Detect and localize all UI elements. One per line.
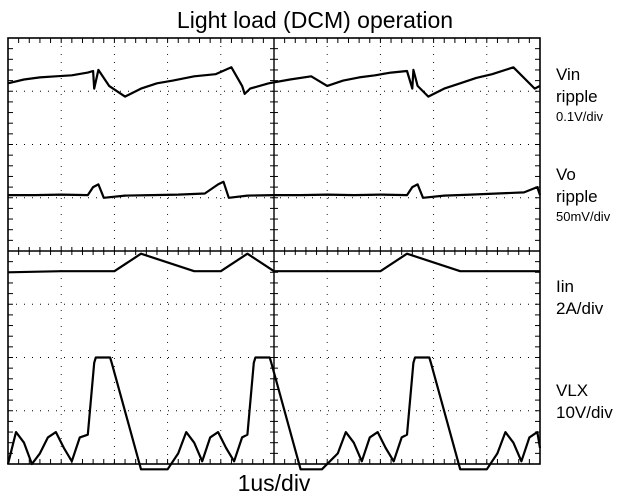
vo-label-name: Vo [556, 165, 576, 184]
vo-ripple-trace [8, 180, 542, 199]
x-axis-label: 1us/div [237, 470, 311, 496]
iin-label-scale: 2A/div [556, 299, 604, 318]
vin-label-name: Vin [556, 65, 581, 84]
vin-ripple-trace [7, 66, 541, 98]
vo-label-name2: ripple [556, 187, 598, 206]
vo-label-scale: 50mV/div [556, 209, 611, 224]
vin-ripple-label: Vin ripple 0.1V/div [556, 64, 630, 126]
vin-label-scale: 0.1V/div [556, 109, 603, 124]
traces [6, 66, 542, 471]
vo-ripple-label: Vo ripple 50mV/div [556, 164, 630, 226]
chart-title: Light load (DCM) operation [176, 7, 454, 33]
iin-label: Iin 2A/div [556, 276, 630, 320]
grid [7, 37, 541, 465]
iin-label-name: Iin [556, 277, 574, 296]
vlx-label: VLX 10V/div [556, 380, 630, 424]
vlx-label-scale: 10V/div [556, 403, 613, 422]
vlx-trace [6, 356, 542, 471]
iin-trace [7, 252, 540, 274]
vlx-label-name: VLX [556, 381, 589, 400]
vin-label-name2: ripple [556, 87, 598, 106]
